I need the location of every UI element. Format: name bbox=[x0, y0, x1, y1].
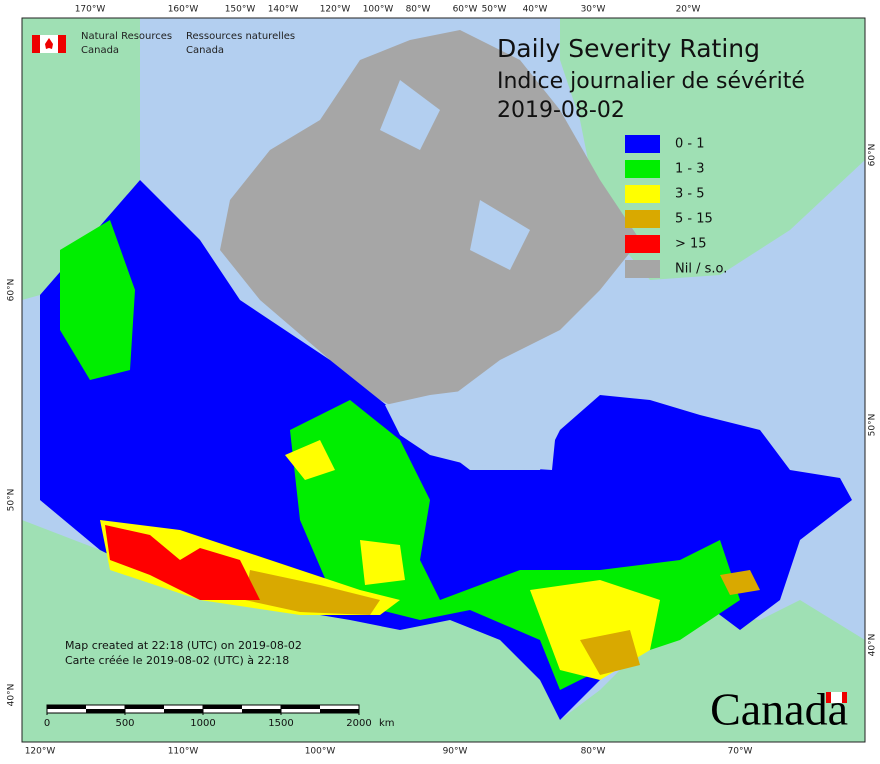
hudson-bay bbox=[385, 390, 555, 470]
flag-bar bbox=[32, 35, 40, 53]
scale-segment bbox=[47, 705, 86, 709]
patch-green bbox=[60, 220, 135, 380]
scale-segment bbox=[86, 709, 125, 713]
lon-label: 60°W bbox=[453, 5, 478, 15]
scale-bar: 0 500 1000 1500 2000 km bbox=[44, 704, 395, 729]
lon-label: 150°W bbox=[225, 5, 256, 15]
flag-field bbox=[831, 692, 842, 703]
patch-red bbox=[105, 525, 260, 600]
flag-bar bbox=[58, 35, 66, 53]
lon-label: 70°W bbox=[728, 747, 753, 757]
lon-label: 30°W bbox=[581, 5, 606, 15]
legend: 0 - 1 1 - 3 3 - 5 5 - 15 > 15 Nil / s.o. bbox=[625, 135, 727, 278]
usa bbox=[22, 520, 865, 742]
lon-label: 100°W bbox=[363, 5, 394, 15]
agency-fr: Ressources naturelles bbox=[186, 31, 295, 42]
lon-label: 100°W bbox=[305, 747, 336, 757]
scale-segment bbox=[164, 709, 203, 713]
lat-label: 60°N bbox=[7, 279, 17, 302]
canada-wordmark: Canada bbox=[710, 684, 848, 735]
arctic-islands bbox=[220, 30, 640, 420]
maple-leaf bbox=[45, 38, 53, 49]
map-body bbox=[21, 17, 866, 743]
agency-en: Natural Resources bbox=[81, 31, 172, 42]
lon-label: 120°W bbox=[320, 5, 351, 15]
wordmark: Canada bbox=[710, 684, 848, 735]
patch-yellow bbox=[285, 440, 405, 585]
footnote: Map created at 22:18 (UTC) on 2019-08-02 bbox=[65, 639, 302, 652]
scale-unit: km bbox=[379, 718, 395, 729]
legend-swatch bbox=[625, 160, 660, 178]
lon-label: 80°W bbox=[581, 747, 606, 757]
lon-label: 140°W bbox=[268, 5, 299, 15]
title: Daily Severity Rating bbox=[497, 34, 760, 63]
lon-label: 40°W bbox=[523, 5, 548, 15]
flag-bar bbox=[842, 692, 847, 703]
scale-label: 0 bbox=[44, 718, 50, 729]
lon-label: 120°W bbox=[25, 747, 56, 757]
scale-segment bbox=[281, 705, 320, 709]
lat-label: 50°N bbox=[868, 414, 878, 437]
subtitle: Indice journalier de sévérité bbox=[497, 69, 805, 94]
legend-label: 1 - 3 bbox=[675, 162, 705, 177]
agency-signature: Natural Resources Canada Ressources natu… bbox=[32, 31, 295, 56]
lon-label: 20°W bbox=[676, 5, 701, 15]
lon-label: 80°W bbox=[406, 5, 431, 15]
legend-label: > 15 bbox=[675, 237, 707, 252]
agency-fr: Canada bbox=[186, 45, 224, 56]
scale-label: 1500 bbox=[268, 718, 293, 729]
frame bbox=[21, 17, 866, 743]
arctic-channels bbox=[380, 80, 530, 270]
lat-label: 60°N bbox=[868, 144, 878, 167]
legend-label: 3 - 5 bbox=[675, 187, 705, 202]
lon-label: 110°W bbox=[168, 747, 199, 757]
lat-label: 40°N bbox=[868, 634, 878, 657]
scale-segment bbox=[203, 705, 242, 709]
lon-label: 170°W bbox=[75, 5, 106, 15]
date: 2019-08-02 bbox=[497, 98, 625, 123]
lon-label: 50°W bbox=[482, 5, 507, 15]
alaska bbox=[22, 18, 140, 300]
legend-label: Nil / s.o. bbox=[675, 262, 727, 277]
flag-bar bbox=[826, 692, 831, 703]
legend-swatch bbox=[625, 260, 660, 278]
scale-label: 2000 bbox=[346, 718, 371, 729]
legend-label: 5 - 15 bbox=[675, 212, 713, 227]
footnote: Carte créée le 2019-08-02 (UTC) à 22:18 bbox=[65, 654, 289, 667]
scale-label: 1000 bbox=[190, 718, 215, 729]
scale-segment bbox=[320, 709, 359, 713]
lon-label: 90°W bbox=[443, 747, 468, 757]
patch-orange bbox=[245, 570, 380, 615]
graticule-labels: 170°W 160°W 150°W 140°W 120°W 100°W 80°W 60°W 50… bbox=[7, 5, 878, 757]
agency-en: Canada bbox=[81, 45, 119, 56]
scale-label: 500 bbox=[115, 718, 134, 729]
legend-swatch bbox=[625, 235, 660, 253]
lon-label: 160°W bbox=[168, 5, 199, 15]
lat-label: 50°N bbox=[7, 489, 17, 512]
scale-segment bbox=[242, 709, 281, 713]
lat-label: 40°N bbox=[7, 684, 17, 707]
scale-segment bbox=[125, 705, 164, 709]
legend-swatch bbox=[625, 135, 660, 153]
patch-orange bbox=[580, 570, 760, 675]
legend-label: 0 - 1 bbox=[675, 137, 705, 152]
legend-swatch bbox=[625, 185, 660, 203]
legend-swatch bbox=[625, 210, 660, 228]
